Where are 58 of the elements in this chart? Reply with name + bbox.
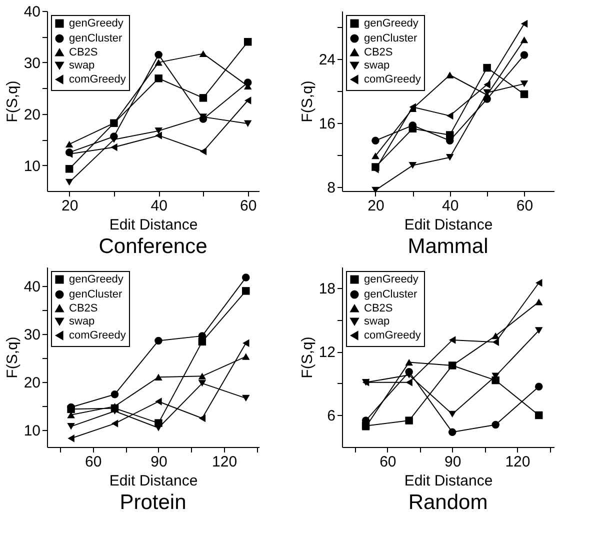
x-tick-label: 20 <box>61 198 78 214</box>
y-tick-label: 20 <box>24 374 40 392</box>
x-tick-label: 40 <box>150 198 168 214</box>
x-tick-label: 60 <box>85 454 102 470</box>
y-tick-label: 40 <box>24 278 40 296</box>
x-tick-label: 90 <box>444 454 462 470</box>
x-tick-label: 120 <box>212 454 238 470</box>
y-axis-title: F(S,q) <box>298 80 316 122</box>
x-axis-title: Edit Distance <box>404 216 493 234</box>
legend-label: genGreedy <box>69 18 124 30</box>
y-tick-label: 40 <box>24 4 40 20</box>
y-tick-label: 30 <box>24 326 40 344</box>
legend-label: swap <box>69 60 95 72</box>
x-axis-title: Edit Distance <box>109 472 198 490</box>
legend-label: genCluster <box>364 32 418 44</box>
y-axis-title: F(S,q) <box>4 336 21 378</box>
legend-label: CB2S <box>69 302 98 314</box>
x-axis-title: Edit Distance <box>404 472 493 490</box>
x-tick-label: 20 <box>368 198 384 214</box>
legend-label: comGreedy <box>69 74 126 86</box>
x-tick-label: 90 <box>150 454 168 470</box>
x-tick-label: 120 <box>505 454 530 470</box>
legend-label: CB2S <box>364 46 393 58</box>
y-tick-label: 16 <box>318 116 336 132</box>
x-tick-label: 60 <box>516 198 534 214</box>
y-tick-label: 24 <box>318 52 336 68</box>
legend-label: genGreedy <box>364 18 419 30</box>
y-axis-title: F(S,q) <box>4 80 21 122</box>
legend-label: swap <box>69 316 95 328</box>
y-tick-label: 10 <box>24 422 40 440</box>
x-axis-title: Edit Distance <box>109 216 198 234</box>
legend-label: comGreedy <box>364 74 422 86</box>
x-tick-label: 40 <box>442 198 459 214</box>
legend-label: swap <box>364 316 390 328</box>
legend-label: CB2S <box>364 302 393 314</box>
legend-label: genCluster <box>69 32 123 44</box>
legend-label: CB2S <box>69 46 98 58</box>
y-axis-title: F(S,q) <box>298 336 316 378</box>
text: Mammal <box>408 235 488 258</box>
legend-label: genCluster <box>69 288 123 300</box>
y-tick-label: 18 <box>318 280 336 298</box>
text: Random <box>408 491 488 514</box>
text: Conference <box>98 235 208 258</box>
y-tick-label: 20 <box>24 106 40 124</box>
y-tick-label: 6 <box>327 408 336 425</box>
x-tick-label: 60 <box>240 198 257 214</box>
legend-label: genGreedy <box>69 274 124 286</box>
legend-label: swap <box>364 60 390 72</box>
legend-label: comGreedy <box>364 330 422 342</box>
y-tick-label: 12 <box>318 344 336 362</box>
y-tick-label: 10 <box>24 158 40 175</box>
legend-label: genGreedy <box>364 274 419 286</box>
text: Protein <box>120 491 186 514</box>
legend-label: comGreedy <box>69 330 126 342</box>
y-tick-label: 30 <box>24 54 40 72</box>
y-tick-label: 8 <box>327 180 336 196</box>
x-tick-label: 60 <box>380 454 396 470</box>
legend-label: genCluster <box>364 288 418 300</box>
